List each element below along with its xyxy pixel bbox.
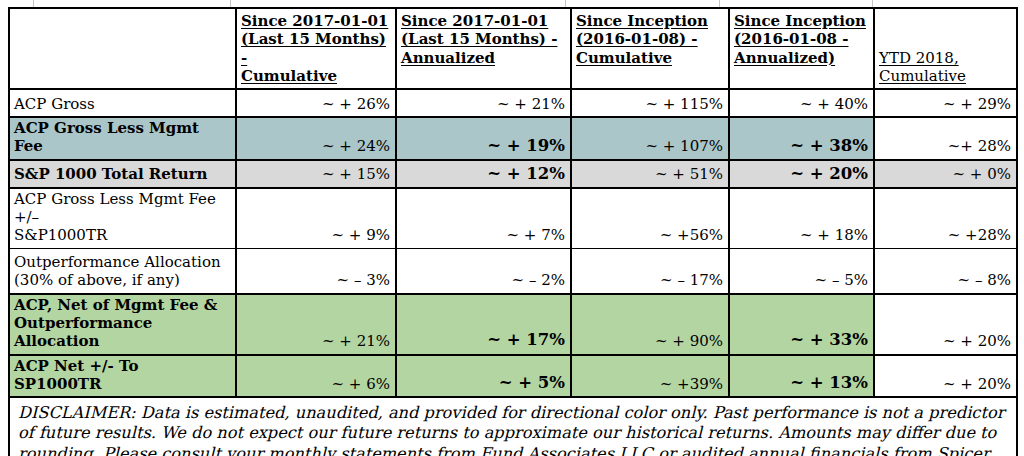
value-cell: ~ – 17% xyxy=(571,248,729,294)
table-row-acp-gross: ACP Gross ~ + 26% ~ + 21% ~ + 115% ~ + 4… xyxy=(9,89,1017,117)
header-since-inception-annualized: Since Inception (2016-01-08 - Annualized… xyxy=(729,8,874,89)
value-cell: ~ + 20% xyxy=(874,294,1017,355)
row-label: ACP, Net of Mgmt Fee & Outperformance Al… xyxy=(9,294,236,355)
header-since-2017-annualized: Since 2017-01-01 (Last 15 Months) - Annu… xyxy=(396,8,571,89)
value-cell: ~ + 9% xyxy=(236,188,396,248)
value-cell: ~ – 3% xyxy=(236,248,396,294)
gridline xyxy=(565,0,566,7)
row-label: ACP Gross xyxy=(9,89,236,117)
value-cell: ~ + 21% xyxy=(396,89,571,117)
value-cell: ~ +39% xyxy=(571,355,729,398)
value-cell: ~ + 15% xyxy=(236,160,396,188)
gridline xyxy=(33,0,34,7)
table-row-outperformance-allocation: Outperformance Allocation (30% of above,… xyxy=(9,248,1017,294)
value-cell: ~ +56% xyxy=(571,188,729,248)
value-cell: ~ + 17% xyxy=(396,294,571,355)
row-label: S&P 1000 Total Return xyxy=(9,160,236,188)
value-cell: ~ + 21% xyxy=(236,294,396,355)
value-cell: ~ – 2% xyxy=(396,248,571,294)
disclaimer-row: DISCLAIMER: Data is estimated, unaudited… xyxy=(9,397,1017,456)
table-row-acp-gross-less-fee-vs-sp1000tr: ACP Gross Less Mgmt Fee +/– S&P1000TR ~ … xyxy=(9,188,1017,248)
value-cell: ~ + 7% xyxy=(396,188,571,248)
value-cell: ~ + 29% xyxy=(874,89,1017,117)
value-cell: ~ + 5% xyxy=(396,355,571,398)
value-cell: ~ + 18% xyxy=(729,188,874,248)
table-row-acp-net-vs-sp1000tr: ACP Net +/- To SP1000TR ~ + 6% ~ + 5% ~ … xyxy=(9,355,1017,398)
gridline xyxy=(872,0,873,7)
value-cell: ~ + 20% xyxy=(729,160,874,188)
table-row-sp1000-total-return: S&P 1000 Total Return ~ + 15% ~ + 12% ~ … xyxy=(9,160,1017,188)
value-cell: ~ + 20% xyxy=(874,355,1017,398)
value-cell: ~ – 8% xyxy=(874,248,1017,294)
performance-report-page: Since 2017-01-01 (Last 15 Months) - Cumu… xyxy=(0,0,1024,456)
value-cell: ~ + 13% xyxy=(729,355,874,398)
performance-table: Since 2017-01-01 (Last 15 Months) - Cumu… xyxy=(8,7,1018,456)
header-ytd-2018-cumulative: YTD 2018, Cumulative xyxy=(874,8,1017,89)
gridline xyxy=(719,0,720,7)
row-label: ACP Gross Less Mgmt Fee +/– S&P1000TR xyxy=(9,188,236,248)
value-cell: ~ – 5% xyxy=(729,248,874,294)
header-since-inception-cumulative: Since Inception (2016-01-08) - Cumulativ… xyxy=(571,8,729,89)
row-label: Outperformance Allocation (30% of above,… xyxy=(9,248,236,294)
header-since-2017-cumulative: Since 2017-01-01 (Last 15 Months) - Cumu… xyxy=(236,8,396,89)
row-label: ACP Gross Less Mgmt Fee xyxy=(9,117,236,160)
spreadsheet-gridline-sliver-top xyxy=(0,0,1024,7)
value-cell: ~ + 0% xyxy=(874,160,1017,188)
value-cell: ~ + 33% xyxy=(729,294,874,355)
value-cell: ~ + 19% xyxy=(396,117,571,160)
value-cell: ~ + 38% xyxy=(729,117,874,160)
table-row-acp-gross-less-mgmt-fee: ACP Gross Less Mgmt Fee ~ + 24% ~ + 19% … xyxy=(9,117,1017,160)
value-cell: ~ + 12% xyxy=(396,160,571,188)
value-cell: ~ + 115% xyxy=(571,89,729,117)
row-label: ACP Net +/- To SP1000TR xyxy=(9,355,236,398)
value-cell: ~+ 28% xyxy=(874,117,1017,160)
value-cell: ~ + 51% xyxy=(571,160,729,188)
value-cell: ~ + 26% xyxy=(236,89,396,117)
header-empty-cell xyxy=(9,8,236,89)
value-cell: ~ + 90% xyxy=(571,294,729,355)
gridline xyxy=(230,0,231,7)
value-cell: ~ +28% xyxy=(874,188,1017,248)
table-row-acp-net-of-fees: ACP, Net of Mgmt Fee & Outperformance Al… xyxy=(9,294,1017,355)
disclaimer-text: DISCLAIMER: Data is estimated, unaudited… xyxy=(9,397,1017,456)
value-cell: ~ + 24% xyxy=(236,117,396,160)
value-cell: ~ + 40% xyxy=(729,89,874,117)
value-cell: ~ + 107% xyxy=(571,117,729,160)
value-cell: ~ + 6% xyxy=(236,355,396,398)
header-row: Since 2017-01-01 (Last 15 Months) - Cumu… xyxy=(9,8,1017,89)
